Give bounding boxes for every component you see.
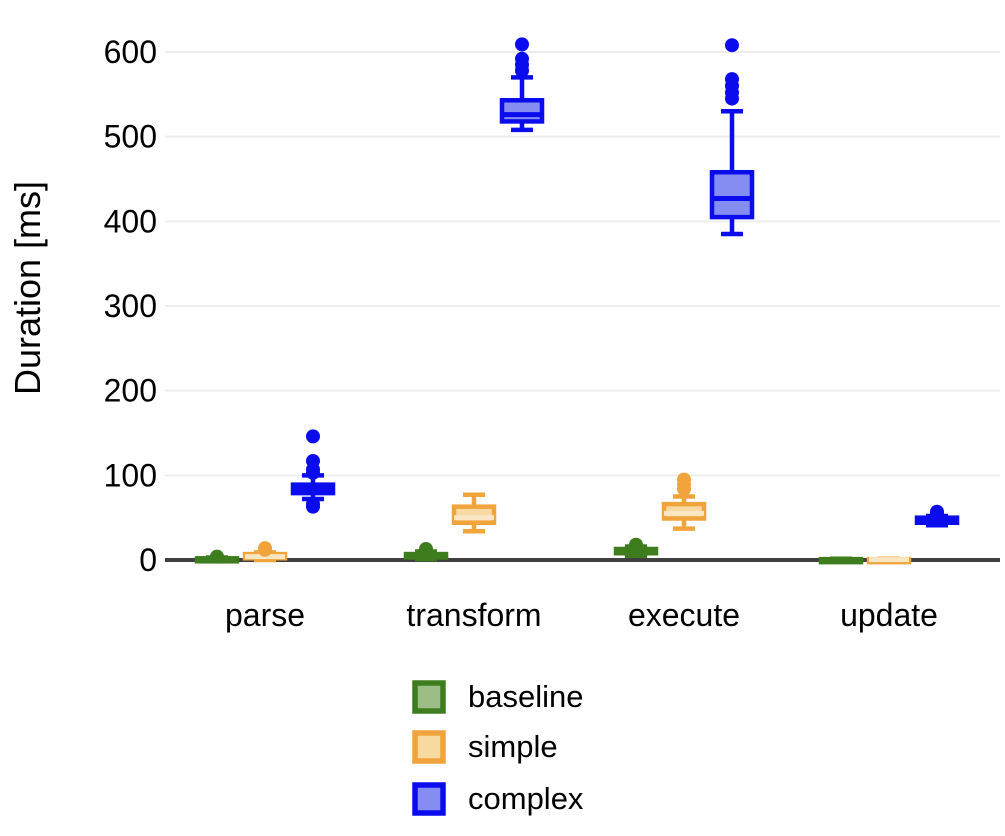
outlier-dot-5 (306, 429, 320, 444)
boxplot-baseline-transform (403, 541, 449, 562)
boxplot-complex-update (914, 504, 960, 528)
x-tick-label-update: update (840, 597, 938, 633)
outlier-dot-1 (306, 497, 320, 512)
boxplot-complex-execute (709, 38, 755, 237)
y-tick-label-0: 0 (139, 542, 157, 578)
legend-swatch-baseline (412, 680, 446, 714)
legend-item-baseline: baseline (412, 679, 583, 714)
outlier-dot-3 (515, 37, 529, 52)
boxplot-complex-transform (499, 37, 545, 133)
legend: baseline simple complex (412, 679, 584, 816)
outlier-dot-4 (725, 38, 739, 53)
box (709, 169, 755, 220)
labels-layer: 0 100 200 300 400 500 600 parse transform execute… (104, 34, 938, 633)
y-tick-label-600: 600 (104, 34, 157, 70)
boxplot-baseline-update (818, 556, 864, 565)
outlier-dot-2 (515, 51, 529, 66)
outlier-dot-3 (725, 72, 739, 87)
legend-swatch-simple (412, 730, 446, 764)
x-tick-label-execute: execute (628, 597, 740, 633)
boxes-layer (194, 37, 960, 565)
y-axis-title: Duration [ms] (7, 181, 48, 395)
legend-label-simple: simple (468, 729, 558, 764)
boxplot-simple-update (866, 556, 912, 565)
y-tick-label-100: 100 (104, 457, 157, 493)
y-tick-label-400: 400 (104, 203, 157, 239)
boxplot-simple-execute (661, 472, 707, 531)
boxplot-complex-parse (290, 429, 336, 514)
outlier-dot-0 (629, 537, 643, 552)
outlier-dot-0 (210, 549, 224, 564)
gridlines-layer (165, 51, 1000, 477)
boxplot-baseline-parse (194, 549, 240, 564)
outlier-dot-2 (677, 472, 691, 487)
outlier-dot-0 (419, 541, 433, 556)
legend-swatch-complex (412, 782, 446, 816)
x-tick-label-parse: parse (225, 597, 305, 633)
y-tick-label-300: 300 (104, 288, 157, 324)
outlier-dot-1 (258, 541, 272, 556)
legend-label-complex: complex (468, 781, 584, 816)
box (499, 98, 545, 124)
boxplot-simple-transform (451, 492, 497, 534)
x-tick-label-transform: transform (406, 597, 541, 633)
y-tick-label-500: 500 (104, 119, 157, 155)
boxplot-simple-parse (242, 541, 288, 563)
legend-item-simple: simple (412, 729, 558, 764)
outlier-dot-4 (306, 453, 320, 468)
boxplot-baseline-execute (613, 537, 659, 559)
box (451, 504, 497, 525)
y-tick-label-200: 200 (104, 373, 157, 409)
legend-label-baseline: baseline (468, 679, 583, 714)
legend-item-complex: complex (412, 781, 584, 816)
outlier-dot-1 (930, 504, 944, 519)
